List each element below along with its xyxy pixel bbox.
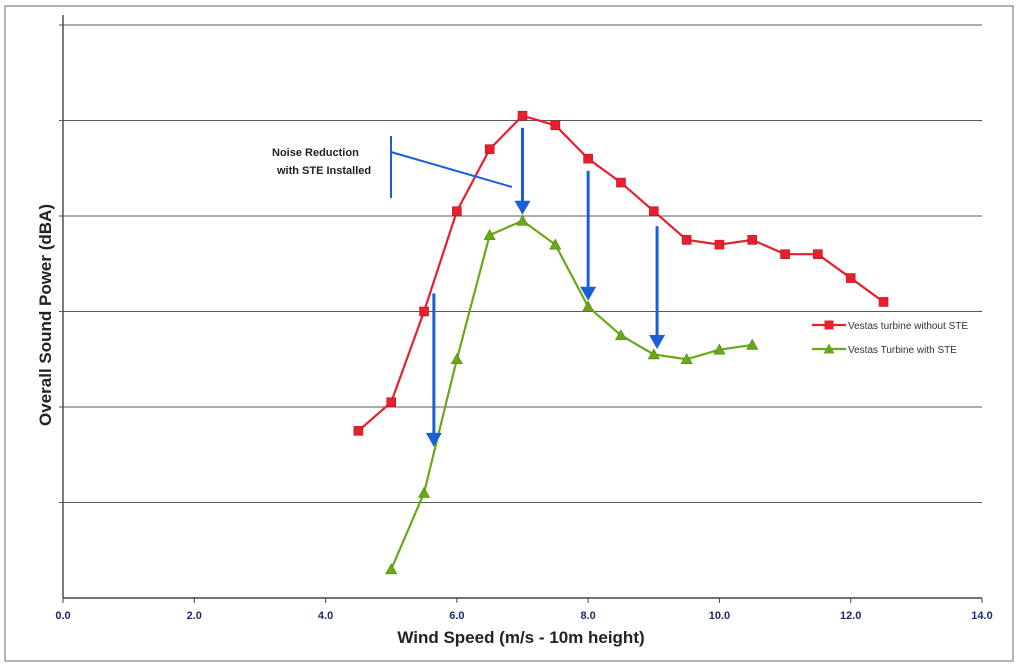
data-point-square [681,235,692,245]
x-axis-title: Wind Speed (m/s - 10m height) [397,628,644,647]
series-line-2 [390,219,753,570]
annotation-line-1: Noise Reduction [272,147,359,159]
data-point-square [583,153,593,164]
data-point-triangle [549,238,562,250]
data-point-square [648,206,659,217]
data-point-triangle [385,563,398,575]
data-point-square [845,273,856,283]
data-point-square [878,297,889,307]
data-point-square [550,120,561,131]
data-point-square [616,177,626,188]
data-point-triangle [680,353,693,365]
data-point-square [813,249,823,259]
reduction-arrow-head [580,286,597,301]
reduction-arrow-head [425,432,442,447]
data-point-square [353,426,364,436]
data-point-square [386,397,397,408]
data-point-square [419,306,429,317]
x-tick-label: 8.0 [580,610,595,622]
y-axis-title: Overall Sound Power (dBA) [36,204,55,426]
data-point-square [714,239,725,250]
data-point-square [780,249,790,259]
legend-marker-without-ste [824,320,834,330]
data-point-triangle [516,214,529,226]
reduction-arrow-head [514,200,531,215]
x-tick-label: 2.0 [187,610,202,622]
data-point-triangle [614,329,627,341]
data-point-triangle [450,353,463,365]
data-point-square [747,235,758,245]
legend-label-without-ste: Vestas turbine without STE [848,321,968,332]
x-tick-label: 0.0 [55,610,70,622]
data-point-triangle [746,338,759,350]
x-tick-label: 4.0 [318,610,333,622]
data-point-square [452,206,462,217]
chart-background [4,5,1014,662]
legend-marker-with-ste [823,343,835,354]
data-point-square [484,144,495,154]
data-point-triangle [582,300,595,312]
annotation-pointer-line [390,151,513,188]
x-tick-label: 14.0 [971,610,992,622]
data-point-triangle [713,343,726,355]
annotation-line-2: with STE Installed [276,165,371,177]
x-tick-label: 10.0 [709,610,730,622]
data-point-triangle [647,348,660,360]
data-point-square [517,110,528,121]
x-tick-label: 6.0 [449,610,464,622]
data-point-triangle [418,486,431,498]
x-tick-label: 12.0 [840,610,861,622]
legend-label-with-ste: Vestas Turbine with STE [848,345,957,356]
data-point-triangle [483,228,496,240]
reduction-arrow-head [649,334,666,349]
